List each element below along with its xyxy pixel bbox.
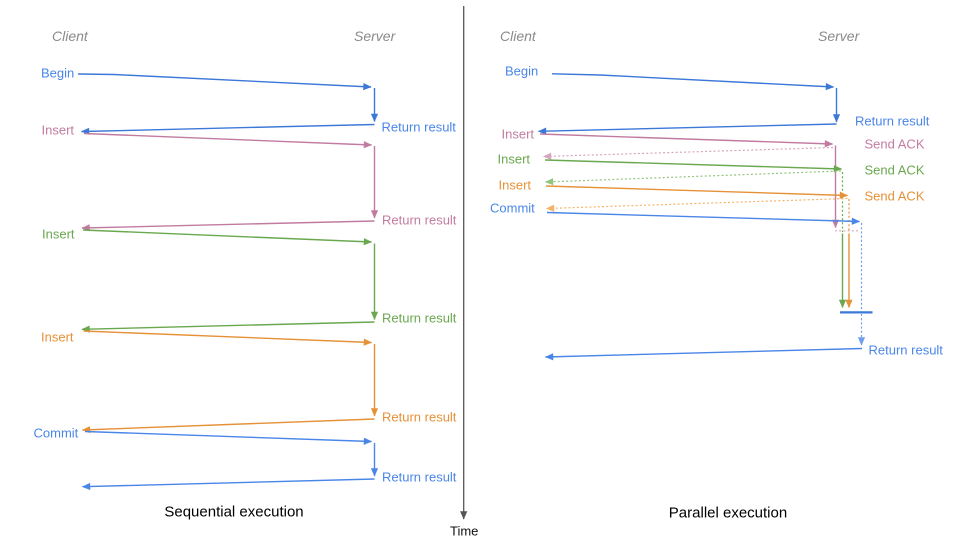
begin-request-line <box>551 73 835 91</box>
panel-parallel <box>537 73 873 361</box>
insert3-request-line <box>545 185 849 199</box>
insert2-request-line <box>82 229 373 246</box>
insert1-request-line <box>83 132 373 149</box>
insert2-request-line <box>544 159 843 173</box>
commit-request-line <box>546 211 861 225</box>
send-ack-line <box>542 146 834 160</box>
return-result-line <box>537 123 837 135</box>
return-result-line <box>81 220 375 232</box>
return-result-line <box>81 418 375 434</box>
send-ack-line <box>545 197 848 212</box>
return-result-line <box>81 321 375 333</box>
begin-request-line <box>77 73 372 91</box>
commit-request-line <box>84 430 373 445</box>
return-result-line <box>80 123 375 135</box>
insert3-request-line <box>83 330 373 346</box>
panel-sequential <box>77 73 379 491</box>
return-result-line <box>81 478 375 491</box>
return-result-line <box>544 347 863 361</box>
send-ack-line <box>544 170 842 186</box>
insert1-request-line <box>539 133 834 148</box>
